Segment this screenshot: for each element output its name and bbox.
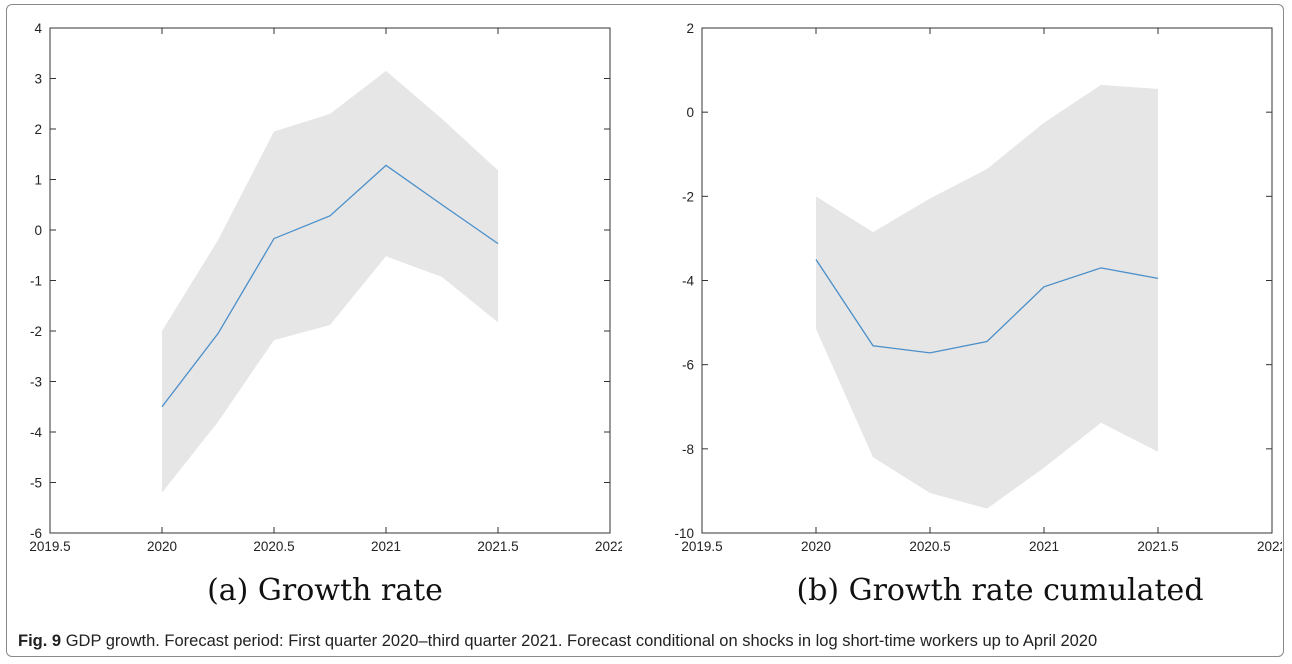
panel-a-xtick-label: 2022 [595,539,622,554]
panel-a-ytick-label: -1 [30,274,42,289]
panel-a-xtick-label: 2021 [371,539,401,554]
panel-b-ytick-label: 2 [686,21,694,36]
chart-panel-b: 2019.5 2020 2020.5 2021 2021.5 2022 -10 -8 -6 -4 -… [674,21,1282,554]
panel-a-ytick-label: 2 [34,122,42,137]
panel-b-xtick-label: 2022 [1257,539,1282,554]
panel-a-forecast-line [161,164,499,408]
panel-b-ytick-label: -8 [682,442,694,457]
figure-frame [6,4,1284,657]
panel-b-forecast-line [815,259,1159,354]
figure-caption: Fig. 9 GDP growth. Forecast period: Firs… [18,632,1280,651]
panel-b-xtick-label: 2019.5 [681,539,722,554]
panel-b-xtick-label: 2020.5 [909,539,950,554]
panel-a-xtick-label: 2020 [147,539,177,554]
panel-b-xtick-label: 2021 [1029,539,1059,554]
panel-a-ytick-label: 4 [34,21,42,36]
panel-a-xtick-label: 2021.5 [477,539,518,554]
panel-a-ytick-label: -5 [30,476,42,491]
panel-b-ytick-label: -4 [682,274,694,289]
panel-a-ytick-label: -2 [30,324,42,339]
panel-a-xtick-label: 2020.5 [253,539,294,554]
panel-b-xtick-label: 2021.5 [1137,539,1178,554]
panel-b-ytick-label: -2 [682,189,694,204]
panel-a-ytick-label: -3 [30,375,42,390]
figure-label: Fig. 9 [18,632,62,650]
panel-a-confidence-band [162,70,498,493]
panel-a-ytick-label: 1 [34,173,42,188]
panel-a-label: (a) Growth rate [207,573,443,608]
figure-caption-text: GDP growth. Forecast period: First quart… [65,632,1098,650]
panel-a-ytick-label: -4 [30,425,42,440]
panel-a-ytick-label: -6 [30,526,42,541]
panel-a-ytick-label: 3 [34,72,42,87]
panel-a-ytick-label: 0 [34,223,42,238]
chart-panel-a: 2019.5 2020 2020.5 2021 2021.5 2022 -6 -5 -4 -3 -2… [29,21,622,554]
panel-b-ytick-label: -6 [682,358,694,373]
panel-b-xtick-label: 2020 [801,539,831,554]
panel-b-confidence-band [816,84,1158,509]
panel-b-label: (b) Growth rate cumulated [796,573,1204,608]
panel-b-ytick-label: -10 [674,526,694,541]
panel-b-ytick-label: 0 [686,105,694,120]
panel-a-xtick-label: 2019.5 [29,539,70,554]
